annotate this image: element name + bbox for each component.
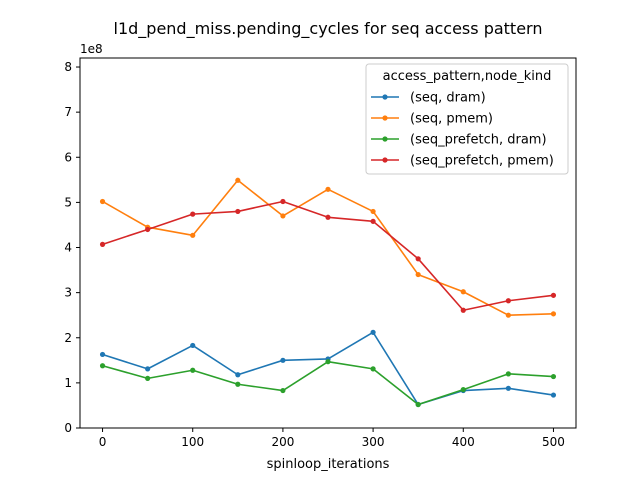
data-point [190,367,196,373]
data-point [550,392,557,398]
data-point [460,307,466,313]
series-seq-prefetch-pmem [99,198,557,313]
data-point [190,232,196,238]
data-point [280,213,286,219]
data-point [370,366,376,372]
data-point [415,271,421,278]
data-point [235,177,241,183]
legend-label: (seq, dram) [410,91,486,106]
data-point [370,329,376,335]
x-tick-label: 500 [542,435,565,449]
legend-item: (seq, dram) [371,91,486,106]
data-point [415,256,421,262]
data-point [99,363,106,369]
data-point [550,373,557,380]
data-point [235,372,241,378]
data-point [190,342,196,349]
x-axis-label: spinloop_iterations [267,457,390,472]
y-tick-label: 2 [64,331,72,345]
y-tick-label: 8 [64,60,72,74]
series-seq-prefetch-dram [99,359,557,408]
data-point [550,311,557,317]
data-point [505,312,511,318]
data-point [370,208,376,215]
legend-swatch-marker [382,115,388,121]
y-tick-label: 7 [64,105,72,119]
chart-title: l1d_pend_miss.pending_cycles for seq acc… [114,19,543,39]
data-point [460,289,466,295]
legend-swatch-marker [382,157,388,163]
data-point [145,366,151,372]
series-seq-dram [99,329,557,408]
legend-items: (seq, dram) (seq, pmem) (seq_prefetch, dra… [371,91,554,169]
data-point [235,208,241,215]
x-tick-label: 0 [99,435,107,449]
plot-frame [79,57,577,429]
data-point [145,226,151,233]
legend-title: access_pattern,node_kind [383,69,552,84]
series-line [102,179,554,317]
y-tick-label: 6 [64,150,72,164]
legend-item: (seq_prefetch, pmem) [371,154,554,169]
data-point [460,387,466,393]
series-lines [99,177,557,408]
legend-item: (seq, pmem) [371,112,493,127]
data-point [280,198,286,205]
data-point [325,359,331,365]
data-point [99,241,106,247]
data-point [325,186,331,192]
data-point [370,218,376,224]
data-point [190,211,196,217]
data-point [415,401,421,408]
x-tick-label: 400 [452,435,475,449]
axes: 0 100 200 300 400 500 0 1 2 3 4 5 6 7 8 [64,60,565,449]
x-tick-label: 300 [362,435,385,449]
y-tick-label: 5 [64,195,72,209]
legend-box [365,63,569,175]
data-point [505,371,511,377]
legend-swatch-marker [382,136,388,142]
data-point [145,375,151,381]
data-point [99,351,106,358]
x-tick-label: 200 [271,435,294,449]
y-offset-label: 1e8 [80,42,103,56]
legend-item: (seq_prefetch, dram) [371,133,547,148]
legend-label: (seq_prefetch, pmem) [410,154,554,169]
data-point [280,387,286,394]
series-line [102,331,554,406]
y-tick-label: 3 [64,286,72,300]
legend-swatch-marker [382,94,388,100]
data-point [325,214,331,220]
legend-label: (seq, pmem) [410,112,493,127]
legend-label: (seq_prefetch, dram) [410,133,547,148]
data-point [505,298,511,304]
y-tick-label: 4 [64,241,72,255]
data-point [99,198,106,205]
y-tick-label: 0 [64,421,72,435]
data-point [235,381,241,387]
y-tick-label: 1 [64,376,72,390]
data-point [505,385,511,391]
series-seq-pmem [99,177,557,318]
data-point [280,357,286,363]
data-point [550,292,557,298]
legend: access_pattern,node_kind (seq, dram)(seq… [365,63,569,175]
x-tick-label: 100 [181,435,204,449]
series-line [102,360,554,406]
